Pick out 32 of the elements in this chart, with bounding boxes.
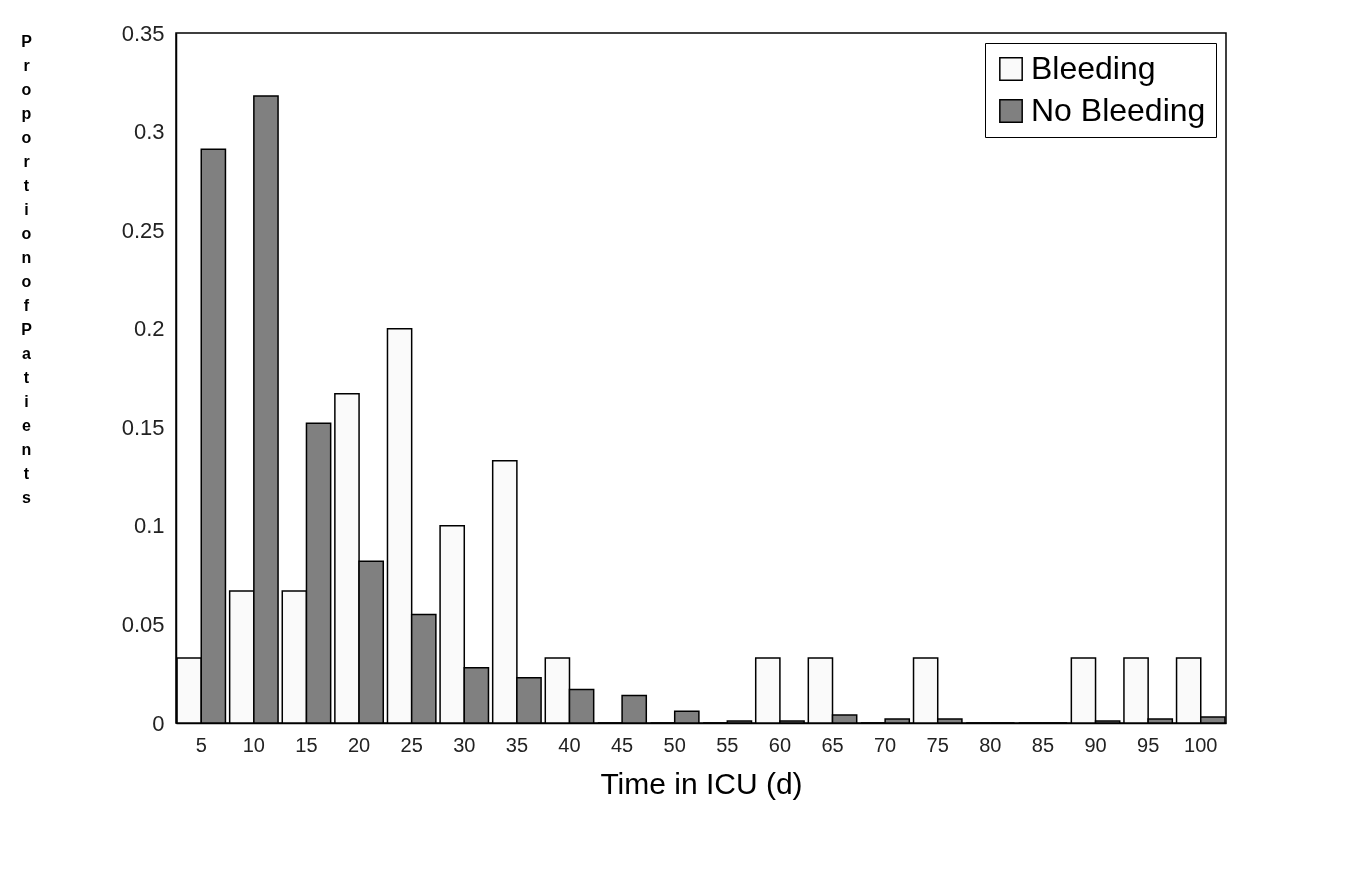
x-tick-label: 5 <box>195 733 207 756</box>
x-tick-label: 50 <box>663 733 686 756</box>
x-tick-label: 65 <box>821 733 844 756</box>
y-tick-label: 0.15 <box>121 414 165 440</box>
legend-label: Bleeding <box>1031 50 1156 86</box>
y-tick-label: 0.35 <box>121 20 165 46</box>
x-tick-label: 100 <box>1184 733 1218 756</box>
legend-label: No Bleeding <box>1031 92 1206 128</box>
y-tick-label: 0.3 <box>133 119 165 145</box>
y-tick-label: 0.25 <box>121 217 165 243</box>
x-tick-label: 10 <box>242 733 265 756</box>
x-tick-label: 40 <box>558 733 581 756</box>
y-tick-label: 0.2 <box>133 316 165 342</box>
x-tick-label: 95 <box>1137 733 1160 756</box>
x-tick-label: 25 <box>400 733 423 756</box>
text: Proportion of Patients <box>21 32 32 506</box>
x-axis-title: Time in ICU (d) <box>600 766 803 800</box>
x-tick-label: 75 <box>926 733 949 756</box>
x-tick-label: 15 <box>295 733 318 756</box>
x-tick-label: 45 <box>610 733 634 756</box>
x-tick-label: 55 <box>716 733 739 756</box>
x-tick-label: 70 <box>873 733 897 756</box>
y-tick-label: 0 <box>152 710 165 736</box>
x-tick-label: 35 <box>505 733 529 756</box>
x-tick-label: 60 <box>768 733 792 756</box>
x-tick-label: 20 <box>347 733 371 756</box>
x-tick-label: 90 <box>1084 733 1107 756</box>
x-tick-label: 30 <box>453 733 476 756</box>
y-tick-label: 0.1 <box>133 513 165 539</box>
x-tick-label: 80 <box>979 733 1002 756</box>
x-tick-label: 85 <box>1031 733 1055 756</box>
y-tick-label: 0.05 <box>121 611 165 637</box>
